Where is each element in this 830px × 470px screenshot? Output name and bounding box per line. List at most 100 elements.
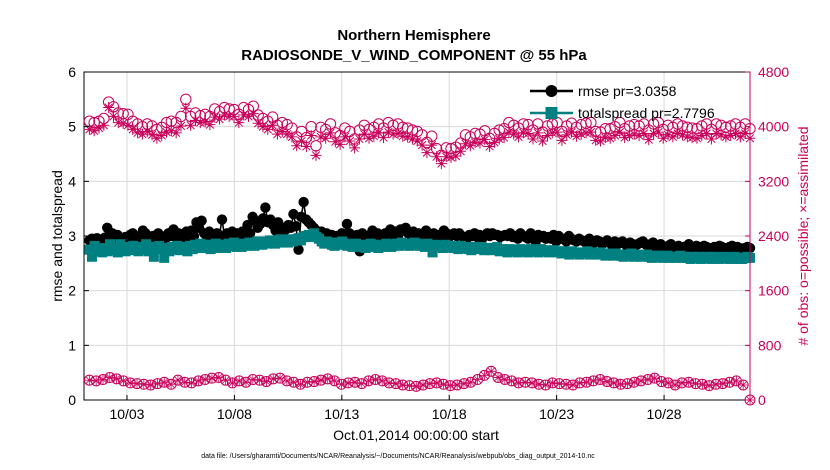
obs_low_possible-point-85-cross (663, 377, 674, 388)
obs_low_possible-point-8-cross (138, 379, 149, 390)
obs_low_possible-point-63-cross (513, 377, 524, 388)
obs_assimilated-point-118 (652, 126, 664, 138)
rmse-point-69 (260, 202, 271, 213)
obs_low_possible-point-53-cross (445, 380, 456, 391)
obs_assimilated-point-53 (339, 131, 351, 143)
y-right-tick-label-2: 1600 (758, 283, 789, 299)
y-left-tick-label-4: 4 (68, 173, 76, 189)
obs_low_possible-point-88-cross (683, 377, 694, 388)
obs_low_possible-point-62-cross (506, 375, 517, 386)
obs_assimilated-point-70 (421, 147, 433, 159)
obs_low_possible-point-37-cross (336, 379, 347, 390)
obs_assimilated-point-26 (209, 111, 221, 123)
obs_assimilated-point-56 (353, 133, 365, 145)
obs_low_possible-point-52-cross (438, 379, 449, 390)
obs_assimilated-point-78 (459, 138, 471, 150)
obs_assimilated-point-51 (329, 136, 341, 148)
obs_assimilated-point-42 (286, 131, 298, 143)
totalspread-point-21 (138, 244, 149, 255)
obs_low_possible-point-65-cross (527, 377, 538, 388)
obs_low_possible-point-73-cross (581, 377, 592, 388)
obs_low_possible-point-33-cross (309, 376, 320, 387)
obs_assimilated-point-83 (484, 140, 496, 152)
footnote-datafile: data file: /Users/gharamti/Documents/NCA… (201, 453, 595, 460)
rmse-point-41 (188, 230, 200, 242)
obs_low_possible-point-45-cross (390, 378, 401, 389)
obs_low_possible-point-49-cross (418, 379, 429, 390)
obs_assimilated-point-76 (450, 150, 462, 162)
obs_assimilated-point-44 (296, 135, 308, 147)
obs_low_possible-point-94-cross (724, 377, 735, 388)
obs_assimilated-point-49 (320, 132, 332, 144)
obs_assimilated-point-36 (257, 121, 269, 133)
obs_assimilated-point-106 (595, 135, 607, 147)
totalspread-point-22 (141, 239, 152, 250)
obs_low_possible-point-77-cross (608, 377, 619, 388)
obs_low_possible-point-40-cross (356, 378, 367, 389)
obs_assimilated-point-87 (503, 126, 515, 138)
obs_low_possible-point-89-cross (690, 378, 701, 389)
obs_assimilated-point-6 (112, 117, 124, 129)
obs_assimilated-point-67 (406, 133, 418, 145)
obs_assimilated-point-10 (132, 127, 144, 139)
totalspread-point-25 (148, 251, 159, 262)
obs_low_possible-point-92-cross (710, 379, 721, 390)
obs_low_possible-point-78-cross (615, 379, 626, 390)
obs_low_possible-point-84-cross (656, 376, 667, 387)
obs_assimilated-point-69 (416, 139, 428, 151)
axis-ticks: 10/03 10/08 10/13 10/18 10/23 10/28 0 1 2 3 4 5 6 0 80… (68, 64, 789, 422)
obs_low_possible-point-58-cross (479, 370, 490, 381)
obs_assimilated-point-121 (667, 131, 679, 143)
obs_assimilated-point-65 (397, 130, 409, 142)
obs_assimilated-point-75 (445, 151, 457, 163)
obs_low_possible-point-5-cross (118, 375, 129, 386)
totalspread-point-8 (105, 239, 116, 250)
legend: rmse pr=3.0358 totalspread pr=2.7796 (530, 83, 715, 121)
obs_assimilated-point-11 (136, 128, 148, 140)
obs_assimilated-point-108 (604, 132, 616, 144)
legend-rmse-label: rmse pr=3.0358 (578, 83, 677, 99)
obs_low_possible-point-74-cross (588, 375, 599, 386)
totalspread-point-7 (102, 246, 113, 257)
obs_assimilated-point-113 (628, 128, 640, 140)
obs_low_possible-point-32-cross (302, 377, 313, 388)
obs_low_possible-point-83-cross (649, 373, 660, 384)
y-left-tick-label-2: 2 (68, 283, 76, 299)
obs_low_possible-point-23-cross (241, 377, 252, 388)
obs_assimilated-point-97 (551, 126, 563, 138)
obs_low_possible-point-60-cross (493, 372, 504, 383)
chart-title: Northern Hemisphere (337, 27, 490, 44)
obs_low_possible-point-26-cross (261, 376, 272, 387)
x-tick-label-1: 10/08 (217, 406, 252, 422)
obs_assimilated-point-103 (580, 127, 592, 139)
y-left-tick-label-5: 5 (68, 119, 76, 135)
legend-rmse-marker (545, 85, 558, 97)
obs_low_possible-point-86-cross (670, 379, 681, 390)
obs_low_possible-point-39-cross (349, 377, 360, 388)
obs_low_possible-point-17-cross (200, 374, 211, 385)
obs_low_possible-point-96-cross (738, 379, 749, 390)
obs_low_possible-point-12-cross (166, 379, 177, 390)
rmse-point-44 (196, 215, 207, 226)
y-left-tick-label-1: 1 (68, 337, 76, 353)
obs_low_possible-point-14-cross (179, 377, 190, 388)
obs_assimilated-point-17 (165, 125, 177, 137)
obs_assimilated-point-58 (363, 132, 375, 144)
obs_assimilated-point-126 (691, 132, 703, 144)
obs_assimilated-point-96 (546, 127, 558, 139)
obs_low_possible-point-47-cross (404, 380, 415, 391)
y-axis-right-label: # of obs: o=possible; ×=assimilated (795, 126, 811, 345)
obs_low_possible-point-82-cross (642, 374, 653, 385)
obs_low_possible-point-29-cross (281, 375, 292, 386)
obs_low_possible-point-21-cross (227, 377, 238, 388)
obs_assimilated-point-60 (373, 127, 385, 139)
obs_assimilated-point-13 (146, 129, 158, 141)
obs_low_possible-point-46-cross (397, 379, 408, 390)
obs_assimilated-point-84 (488, 136, 500, 148)
x-tick-label-0: 10/03 (109, 406, 144, 422)
obs_low_possible-point-67-cross (540, 379, 551, 390)
obs_low_possible-point-4-cross (111, 373, 122, 384)
obs_assimilated-point-132 (720, 131, 732, 143)
rmse-point-101 (341, 218, 353, 230)
obs_low_possible-point-9-cross (145, 379, 156, 390)
